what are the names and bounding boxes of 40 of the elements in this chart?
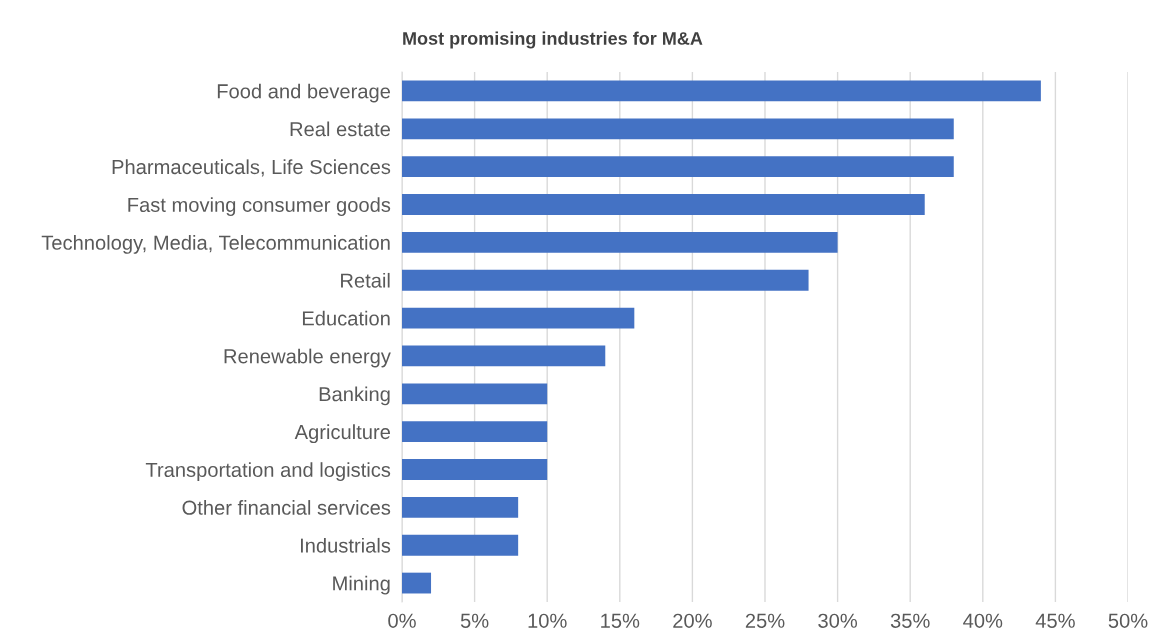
bar <box>402 345 606 367</box>
x-tick-label: 5% <box>460 613 489 628</box>
y-tick-label: Pharmaceuticals, Life Sciences <box>112 159 391 177</box>
y-tick-label: Real estate <box>290 121 390 137</box>
bar <box>402 572 432 594</box>
bar <box>402 231 838 253</box>
y-tick-label: Education <box>302 310 390 326</box>
x-tick-label: 40% <box>963 613 1003 628</box>
y-tick-label: Food and beverage <box>217 83 391 103</box>
bar <box>402 534 519 556</box>
bar <box>402 269 809 291</box>
x-tick-label: 20% <box>673 613 712 628</box>
x-tick-label: 15% <box>601 613 640 628</box>
y-tick-label: Fast moving consumer goods <box>128 197 391 216</box>
y-tick-label: Banking <box>319 386 390 406</box>
x-tick-label: 0% <box>388 613 416 628</box>
x-tick-label: 45% <box>1035 613 1075 628</box>
x-tick-label: 50% <box>1108 613 1148 628</box>
bar <box>402 80 1041 102</box>
bar <box>402 421 548 443</box>
y-tick-label: Renewable energy <box>224 348 391 368</box>
y-tick-label: Technology, Media, Telecommunication <box>41 235 390 254</box>
x-tick-label: 35% <box>890 613 930 628</box>
bar <box>402 156 954 178</box>
bar <box>402 383 548 405</box>
x-tick-label: 10% <box>528 613 567 628</box>
y-tick-label: Agriculture <box>294 424 390 444</box>
bar <box>402 194 925 215</box>
y-tick-label: Other financial services <box>182 500 391 515</box>
bar <box>402 307 635 329</box>
bar <box>402 118 954 140</box>
x-tick-label: 25% <box>745 613 785 628</box>
bar <box>402 459 548 480</box>
bar <box>402 496 519 518</box>
y-tick-label: Mining <box>333 575 390 595</box>
x-tick-label: 30% <box>818 613 858 628</box>
chart-title: Most promising industries for M&A <box>403 31 703 49</box>
y-tick-label: Transportation and logistics <box>145 462 391 481</box>
y-tick-label: Industrials <box>300 537 391 553</box>
y-tick-label: Retail <box>341 272 390 288</box>
